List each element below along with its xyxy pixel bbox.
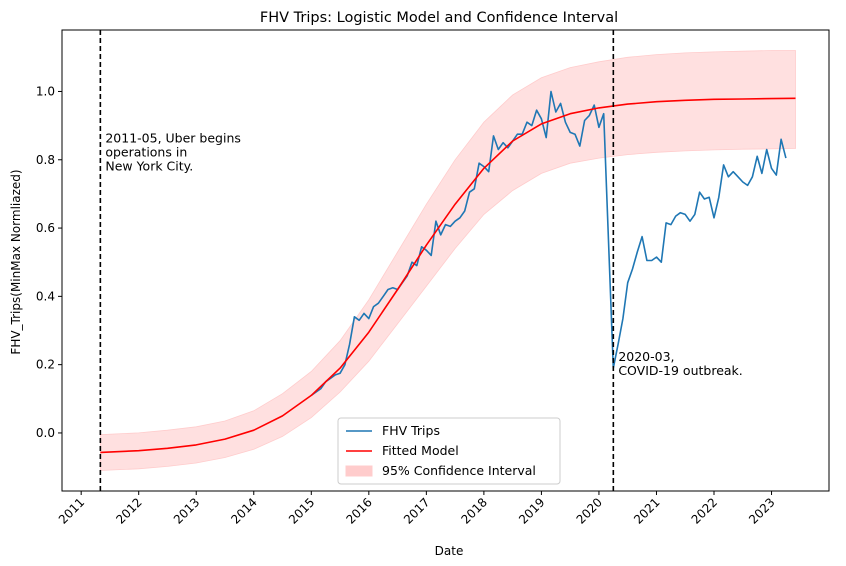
legend-box <box>337 417 561 485</box>
y-tick-label: 1.0 <box>36 84 55 98</box>
y-tick-label: 0.6 <box>36 221 55 235</box>
event-annotation-line: 2011-05, Uber begins <box>105 130 241 145</box>
legend-swatch-confidence-interval <box>345 465 373 477</box>
x-axis-label: Date <box>435 544 464 558</box>
x-tick-label: 2017 <box>401 495 432 526</box>
fhv-trips-line <box>310 90 787 397</box>
y-tick-label: 0.8 <box>36 153 55 167</box>
series-layer <box>100 90 796 454</box>
event-annotation-2: 2020-03, COVID-19 outbreak. <box>618 349 742 378</box>
plot-frame <box>61 29 830 492</box>
legend-label: Fitted Model <box>382 443 459 458</box>
confidence-band <box>100 50 796 471</box>
x-tick-label: 2019 <box>516 495 547 526</box>
y-axis-label: FHV_Trips(MinMax Normliazed) <box>9 169 23 354</box>
x-tick-label: 2012 <box>113 495 144 526</box>
y-tick-label: 0.0 <box>36 426 55 440</box>
x-tick-label: 2013 <box>171 495 202 526</box>
x-tick-label: 2015 <box>286 495 317 526</box>
y-tick-label: 0.2 <box>36 358 55 372</box>
confidence-band-layer <box>100 50 796 471</box>
x-tick-label: 2016 <box>343 495 374 526</box>
legend-label: FHV Trips <box>382 423 440 438</box>
x-tick-label: 2022 <box>689 495 720 526</box>
annotation-layer: 2011-05, Uber begins operations in New Yor… <box>99 30 743 491</box>
event-annotation-line: COVID-19 outbreak. <box>618 363 742 378</box>
x-tick-label: 2014 <box>228 495 259 526</box>
x-tick-label: 2020 <box>574 495 605 526</box>
x-tick-label: 2018 <box>459 495 490 526</box>
event-annotation-1: 2011-05, Uber begins operations in New Yor… <box>105 130 241 173</box>
legend-label: 95% Confidence Interval <box>382 463 536 478</box>
event-annotation-line: operations in <box>105 144 187 159</box>
y-tick-label: 0.4 <box>36 289 55 303</box>
x-tick-label: 2011 <box>56 495 87 526</box>
legend: FHV Trips Fitted Model 95% Confidence Inte… <box>337 417 561 485</box>
event-annotation-line: New York City. <box>105 158 193 173</box>
event-annotation-line: 2020-03, <box>618 349 674 364</box>
chart-title: FHV Trips: Logistic Model and Confidence… <box>260 10 618 26</box>
x-tick-label: 2021 <box>631 495 662 526</box>
x-tick-label: 2023 <box>746 495 777 526</box>
fitted-model-line <box>100 97 796 454</box>
